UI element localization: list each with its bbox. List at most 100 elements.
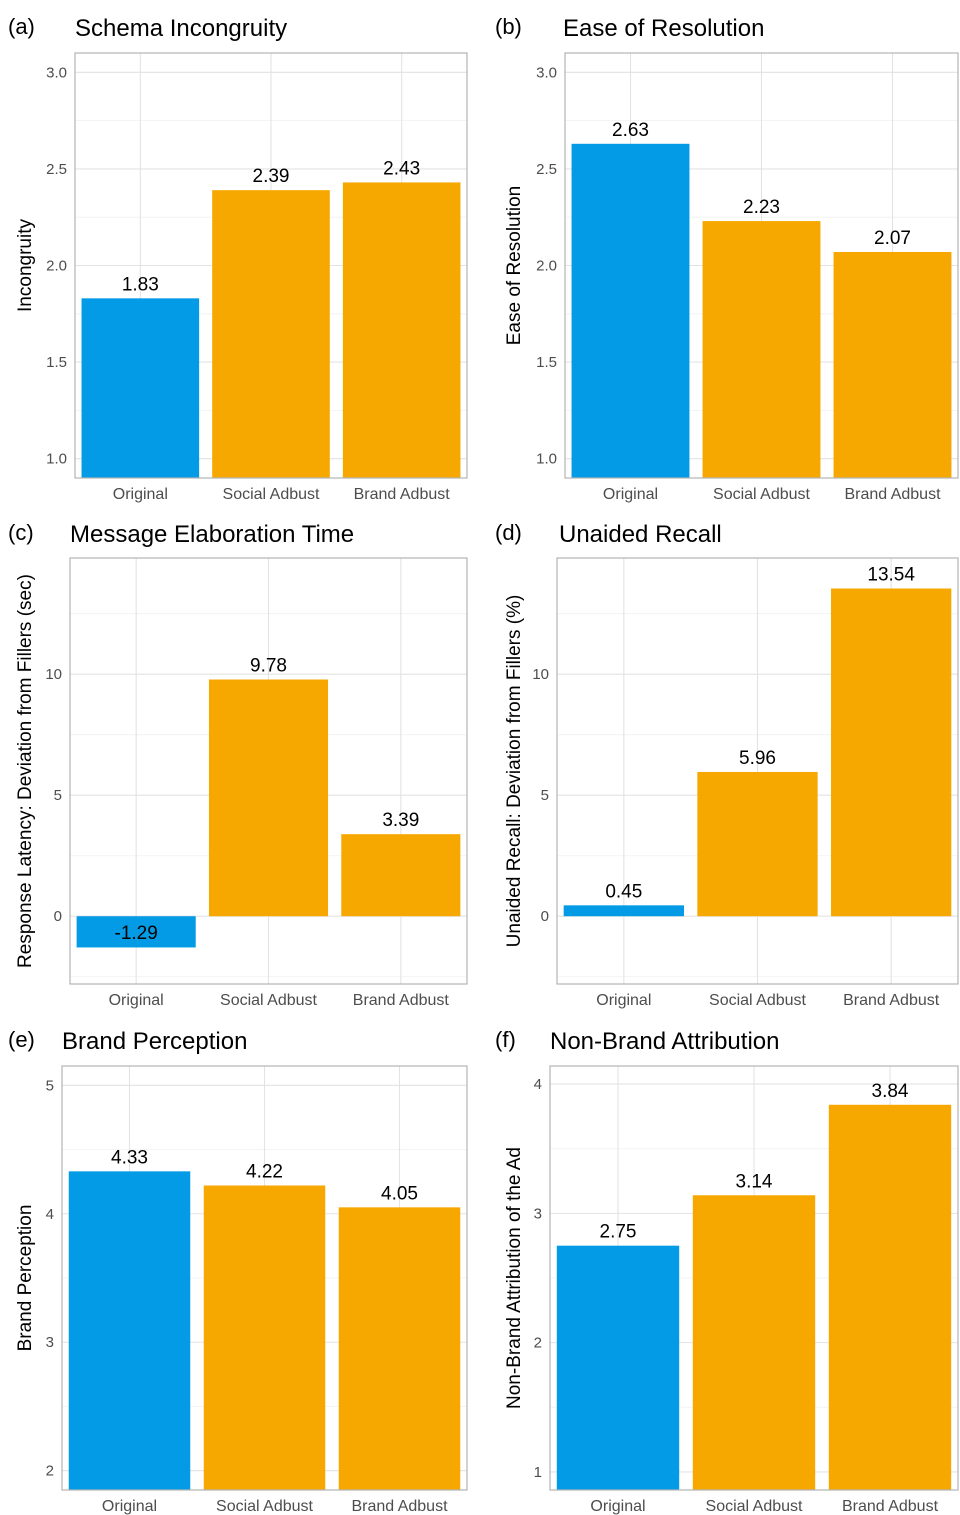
y-tick-label: 5 bbox=[541, 787, 549, 804]
x-tick-label: Brand Adbust bbox=[351, 1498, 448, 1515]
y-tick-label: 2.0 bbox=[536, 258, 557, 275]
data-label: 4.22 bbox=[246, 1161, 283, 1182]
data-label: 0.45 bbox=[605, 881, 642, 902]
panel-letter: (a) bbox=[8, 14, 35, 39]
x-tick-label: Original bbox=[113, 486, 168, 503]
data-label: 5.96 bbox=[739, 748, 776, 769]
bar-original bbox=[563, 905, 684, 917]
data-label: 13.54 bbox=[867, 564, 915, 585]
y-tick-label: 0 bbox=[54, 908, 62, 925]
data-label: 2.63 bbox=[612, 120, 649, 141]
panel-title: Schema Incongruity bbox=[75, 15, 287, 42]
data-label: 2.39 bbox=[253, 166, 290, 187]
y-tick-label: 5 bbox=[54, 787, 62, 804]
x-tick-label: Social Adbust bbox=[216, 1498, 314, 1515]
x-tick-label: Social Adbust bbox=[706, 1498, 804, 1515]
x-tick-label: Brand Adbust bbox=[842, 1498, 939, 1515]
panel-title: Unaided Recall bbox=[559, 521, 722, 548]
panel-border bbox=[74, 52, 468, 479]
y-axis-label: Response Latency: Deviation from Fillers… bbox=[15, 574, 36, 968]
y-tick-label: 0 bbox=[541, 908, 549, 925]
data-label: 3.14 bbox=[736, 1171, 773, 1192]
y-tick-label: 1.5 bbox=[536, 354, 557, 371]
bar-original bbox=[81, 298, 200, 478]
chart-panel: 0 5 10 -1.29 9.78 3.39 Original Social Adbust Br… bbox=[8, 520, 468, 1009]
y-tick-label: 2.5 bbox=[536, 161, 557, 178]
panel-title: Non-Brand Attribution bbox=[550, 1028, 779, 1055]
data-label: 2.23 bbox=[743, 197, 780, 218]
y-axis-label: Incongruity bbox=[15, 219, 36, 312]
bar-social-adbust bbox=[203, 1185, 326, 1490]
x-tick-label: Social Adbust bbox=[223, 486, 321, 503]
bar-social-adbust bbox=[692, 1195, 816, 1490]
y-tick-label: 1.5 bbox=[46, 354, 67, 371]
chart-panel: 2 3 4 5 4.33 4.22 4.05 Original Social Adbust Bra… bbox=[8, 1027, 468, 1515]
y-axis-label: Unaided Recall: Deviation from Fillers (… bbox=[504, 595, 525, 948]
y-tick-label: 2 bbox=[534, 1335, 542, 1352]
y-axis-label: Ease of Resolution bbox=[504, 186, 525, 346]
y-tick-label: 2.0 bbox=[46, 258, 67, 275]
y-tick-label: 3 bbox=[46, 1334, 54, 1351]
chart-panel: 1.0 1.5 2.0 2.5 3.0 1.83 2.39 2.43 Original Socia… bbox=[8, 14, 468, 503]
panel-title: Ease of Resolution bbox=[563, 15, 764, 42]
bar-original bbox=[556, 1245, 680, 1490]
panel-letter: (e) bbox=[8, 1027, 35, 1052]
y-tick-label: 10 bbox=[532, 666, 549, 683]
bar-social-adbust bbox=[212, 190, 330, 478]
bar-brand-adbust bbox=[833, 251, 952, 478]
x-tick-label: Brand Adbust bbox=[353, 992, 450, 1009]
panel-border bbox=[564, 52, 959, 479]
y-tick-label: 1.0 bbox=[46, 451, 67, 468]
data-label: -1.29 bbox=[115, 923, 158, 944]
panel-letter: (f) bbox=[495, 1027, 516, 1052]
data-label: 1.83 bbox=[122, 274, 159, 295]
panel-title: Message Elaboration Time bbox=[70, 521, 354, 548]
chart-panel: 0 5 10 0.45 5.96 13.54 Original Social Adbust Br… bbox=[495, 520, 959, 1009]
x-tick-label: Social Adbust bbox=[713, 486, 811, 503]
data-label: 4.33 bbox=[111, 1147, 148, 1168]
bar-social-adbust bbox=[702, 221, 821, 478]
bar-brand-adbust bbox=[828, 1104, 952, 1490]
x-tick-label: Brand Adbust bbox=[354, 486, 451, 503]
bar-brand-adbust bbox=[342, 182, 461, 478]
x-tick-label: Brand Adbust bbox=[844, 486, 941, 503]
x-tick-label: Original bbox=[590, 1498, 645, 1515]
chart-panel: 1.0 1.5 2.0 2.5 3.0 2.63 2.23 2.07 Original Socia… bbox=[495, 14, 959, 503]
data-label: 3.39 bbox=[382, 810, 419, 831]
x-tick-label: Original bbox=[109, 992, 164, 1009]
x-tick-label: Original bbox=[102, 1498, 157, 1515]
panel-letter: (c) bbox=[8, 520, 34, 545]
bar-brand-adbust bbox=[341, 834, 461, 917]
bar-brand-adbust bbox=[338, 1207, 461, 1490]
y-tick-label: 1.0 bbox=[536, 451, 557, 468]
chart-panel: 1 2 3 4 2.75 3.14 3.84 Original Social Adbust Bra… bbox=[495, 1027, 959, 1515]
x-tick-label: Social Adbust bbox=[220, 992, 318, 1009]
x-tick-label: Brand Adbust bbox=[843, 992, 940, 1009]
x-tick-label: Original bbox=[596, 992, 651, 1009]
bar-social-adbust bbox=[208, 679, 329, 917]
y-tick-label: 5 bbox=[46, 1077, 54, 1094]
y-tick-label: 3.0 bbox=[536, 64, 557, 81]
y-tick-label: 3 bbox=[534, 1205, 542, 1222]
bar-brand-adbust bbox=[831, 588, 952, 917]
panel-border bbox=[556, 557, 959, 985]
panel-border bbox=[61, 1065, 468, 1491]
panel-letter: (b) bbox=[495, 14, 522, 39]
y-axis-label: Brand Perception bbox=[15, 1205, 36, 1352]
bar-social-adbust bbox=[697, 771, 818, 917]
y-tick-label: 2.5 bbox=[46, 161, 67, 178]
y-tick-label: 10 bbox=[45, 666, 62, 683]
data-label: 2.43 bbox=[383, 158, 420, 179]
panel-letter: (d) bbox=[495, 520, 522, 545]
data-label: 2.07 bbox=[874, 228, 911, 249]
bar-original bbox=[76, 916, 196, 948]
data-label: 4.05 bbox=[381, 1183, 418, 1204]
y-tick-label: 2 bbox=[46, 1463, 54, 1480]
x-tick-label: Social Adbust bbox=[709, 992, 807, 1009]
y-tick-label: 3.0 bbox=[46, 64, 67, 81]
data-label: 9.78 bbox=[250, 656, 287, 677]
bar-original bbox=[571, 143, 690, 478]
y-tick-label: 4 bbox=[534, 1076, 542, 1093]
x-tick-label: Original bbox=[603, 486, 658, 503]
